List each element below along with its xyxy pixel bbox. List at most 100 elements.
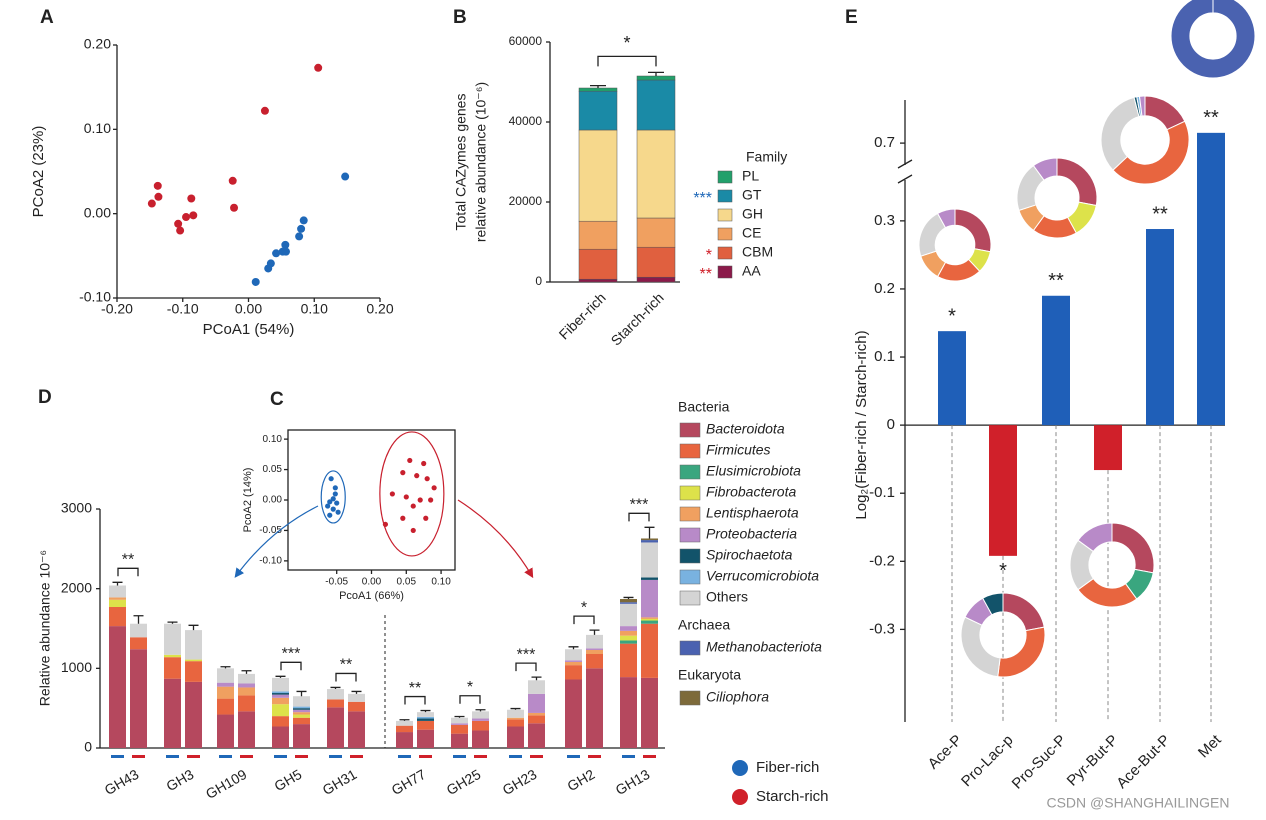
donut-segment: [1002, 592, 1045, 632]
y-tick-label: -0.05: [259, 525, 282, 536]
y-tick-label: 2000: [61, 579, 92, 595]
group-marker: [622, 755, 635, 758]
significance-label: *: [623, 33, 630, 53]
point: [281, 240, 290, 249]
panel-label: A: [40, 7, 54, 28]
bar-segment: [185, 681, 202, 748]
point: [299, 216, 308, 225]
legend-swatch: [717, 189, 733, 203]
bar-segment: [293, 709, 310, 713]
arrow: [457, 499, 534, 579]
bar-segment: [586, 653, 603, 669]
bar-segment: [109, 597, 126, 600]
bar-segment: [109, 606, 126, 627]
x-tick-label: Ace-P: [925, 732, 966, 773]
y-tick-label: 60000: [509, 34, 543, 48]
point: [176, 226, 185, 235]
group-marker: [274, 755, 287, 758]
x-tick-label: GH3: [163, 766, 196, 794]
bar-segment: [451, 724, 468, 734]
x-tick-label: Fiber-rich: [556, 289, 609, 342]
significance-label: ***: [517, 646, 536, 663]
error-bar: [112, 581, 123, 586]
error-bar: [296, 690, 307, 697]
bar-segment: [472, 718, 489, 721]
legend-swatch: [717, 170, 733, 184]
group-marker: [643, 755, 656, 758]
x-tick-label: -0.20: [101, 301, 133, 317]
point: [407, 457, 413, 464]
y-tick-label: -0.10: [259, 556, 282, 567]
x-tick-label: GH25: [444, 766, 484, 798]
bar-segment: [272, 677, 289, 692]
x-tick-label: 0.20: [366, 301, 393, 317]
donut-segment: [1138, 95, 1146, 117]
error-bar: [275, 675, 286, 678]
bar-segment: [185, 659, 202, 662]
y-tick-label: 3000: [61, 500, 92, 516]
bar-segment: [636, 79, 676, 131]
bar-segment: [327, 707, 344, 748]
x-tick-label: GH77: [389, 766, 429, 798]
significance-label: *: [581, 599, 587, 616]
x-tick-label: GH109: [203, 766, 250, 802]
bar-segment: [578, 220, 618, 250]
bar-segment: [348, 693, 365, 702]
y-tick-label: 0: [84, 739, 92, 755]
bar-segment: [565, 665, 582, 680]
group-marker: [219, 755, 232, 758]
bar-segment: [293, 714, 310, 718]
error-bar: [330, 686, 341, 690]
bar-segment: [417, 729, 434, 748]
point: [330, 496, 336, 502]
bar-segment: [620, 635, 637, 641]
point: [295, 232, 304, 241]
point: [403, 494, 409, 500]
bar-segment: [472, 711, 489, 719]
y-axis-label: Total CAZymes genes: [453, 94, 469, 231]
bar-segment: [451, 717, 468, 724]
significance-label: ***: [630, 497, 649, 514]
bar-segment: [348, 711, 365, 748]
bar-segment: [238, 695, 255, 712]
point: [251, 277, 260, 286]
error-bar: [420, 709, 431, 713]
significance-label: **: [340, 657, 352, 674]
bar-segment: [164, 678, 181, 748]
x-tick-label: GH23: [500, 766, 540, 798]
bar-segment: [620, 626, 637, 631]
error-bar: [188, 624, 199, 631]
bar-segment: [238, 687, 255, 696]
bar-segment: [641, 540, 658, 543]
y-tick-label: -0.3: [869, 620, 895, 637]
point: [154, 192, 163, 201]
legend-label: GH: [742, 206, 763, 222]
bar-segment: [472, 720, 489, 731]
bar-segment: [528, 712, 545, 716]
bar-segment: [507, 726, 524, 748]
bar-segment: [565, 649, 582, 661]
legend-swatch: [679, 640, 701, 656]
donut-segment: [954, 208, 992, 253]
point: [297, 224, 306, 233]
bar-segment: [507, 717, 524, 720]
group-marker: [166, 755, 179, 758]
y-tick-label: 20000: [509, 194, 543, 208]
legend-label: Ciliophora: [706, 689, 769, 705]
error-bar: [568, 646, 579, 650]
point: [410, 503, 416, 509]
point: [230, 203, 239, 212]
bar-segment: [620, 677, 637, 748]
group-marker: [398, 755, 411, 758]
bar-segment: [578, 90, 618, 131]
x-tick-label: -0.05: [325, 577, 348, 588]
bar-segment: [130, 649, 147, 748]
donut-segment: [982, 592, 1004, 616]
point: [182, 213, 191, 222]
bar-segment: [641, 677, 658, 748]
group-marker: [474, 755, 487, 758]
bar-segment: [217, 668, 234, 683]
legend-group-title: Eukaryota: [678, 667, 741, 683]
y-tick-label: 0.00: [84, 204, 111, 220]
